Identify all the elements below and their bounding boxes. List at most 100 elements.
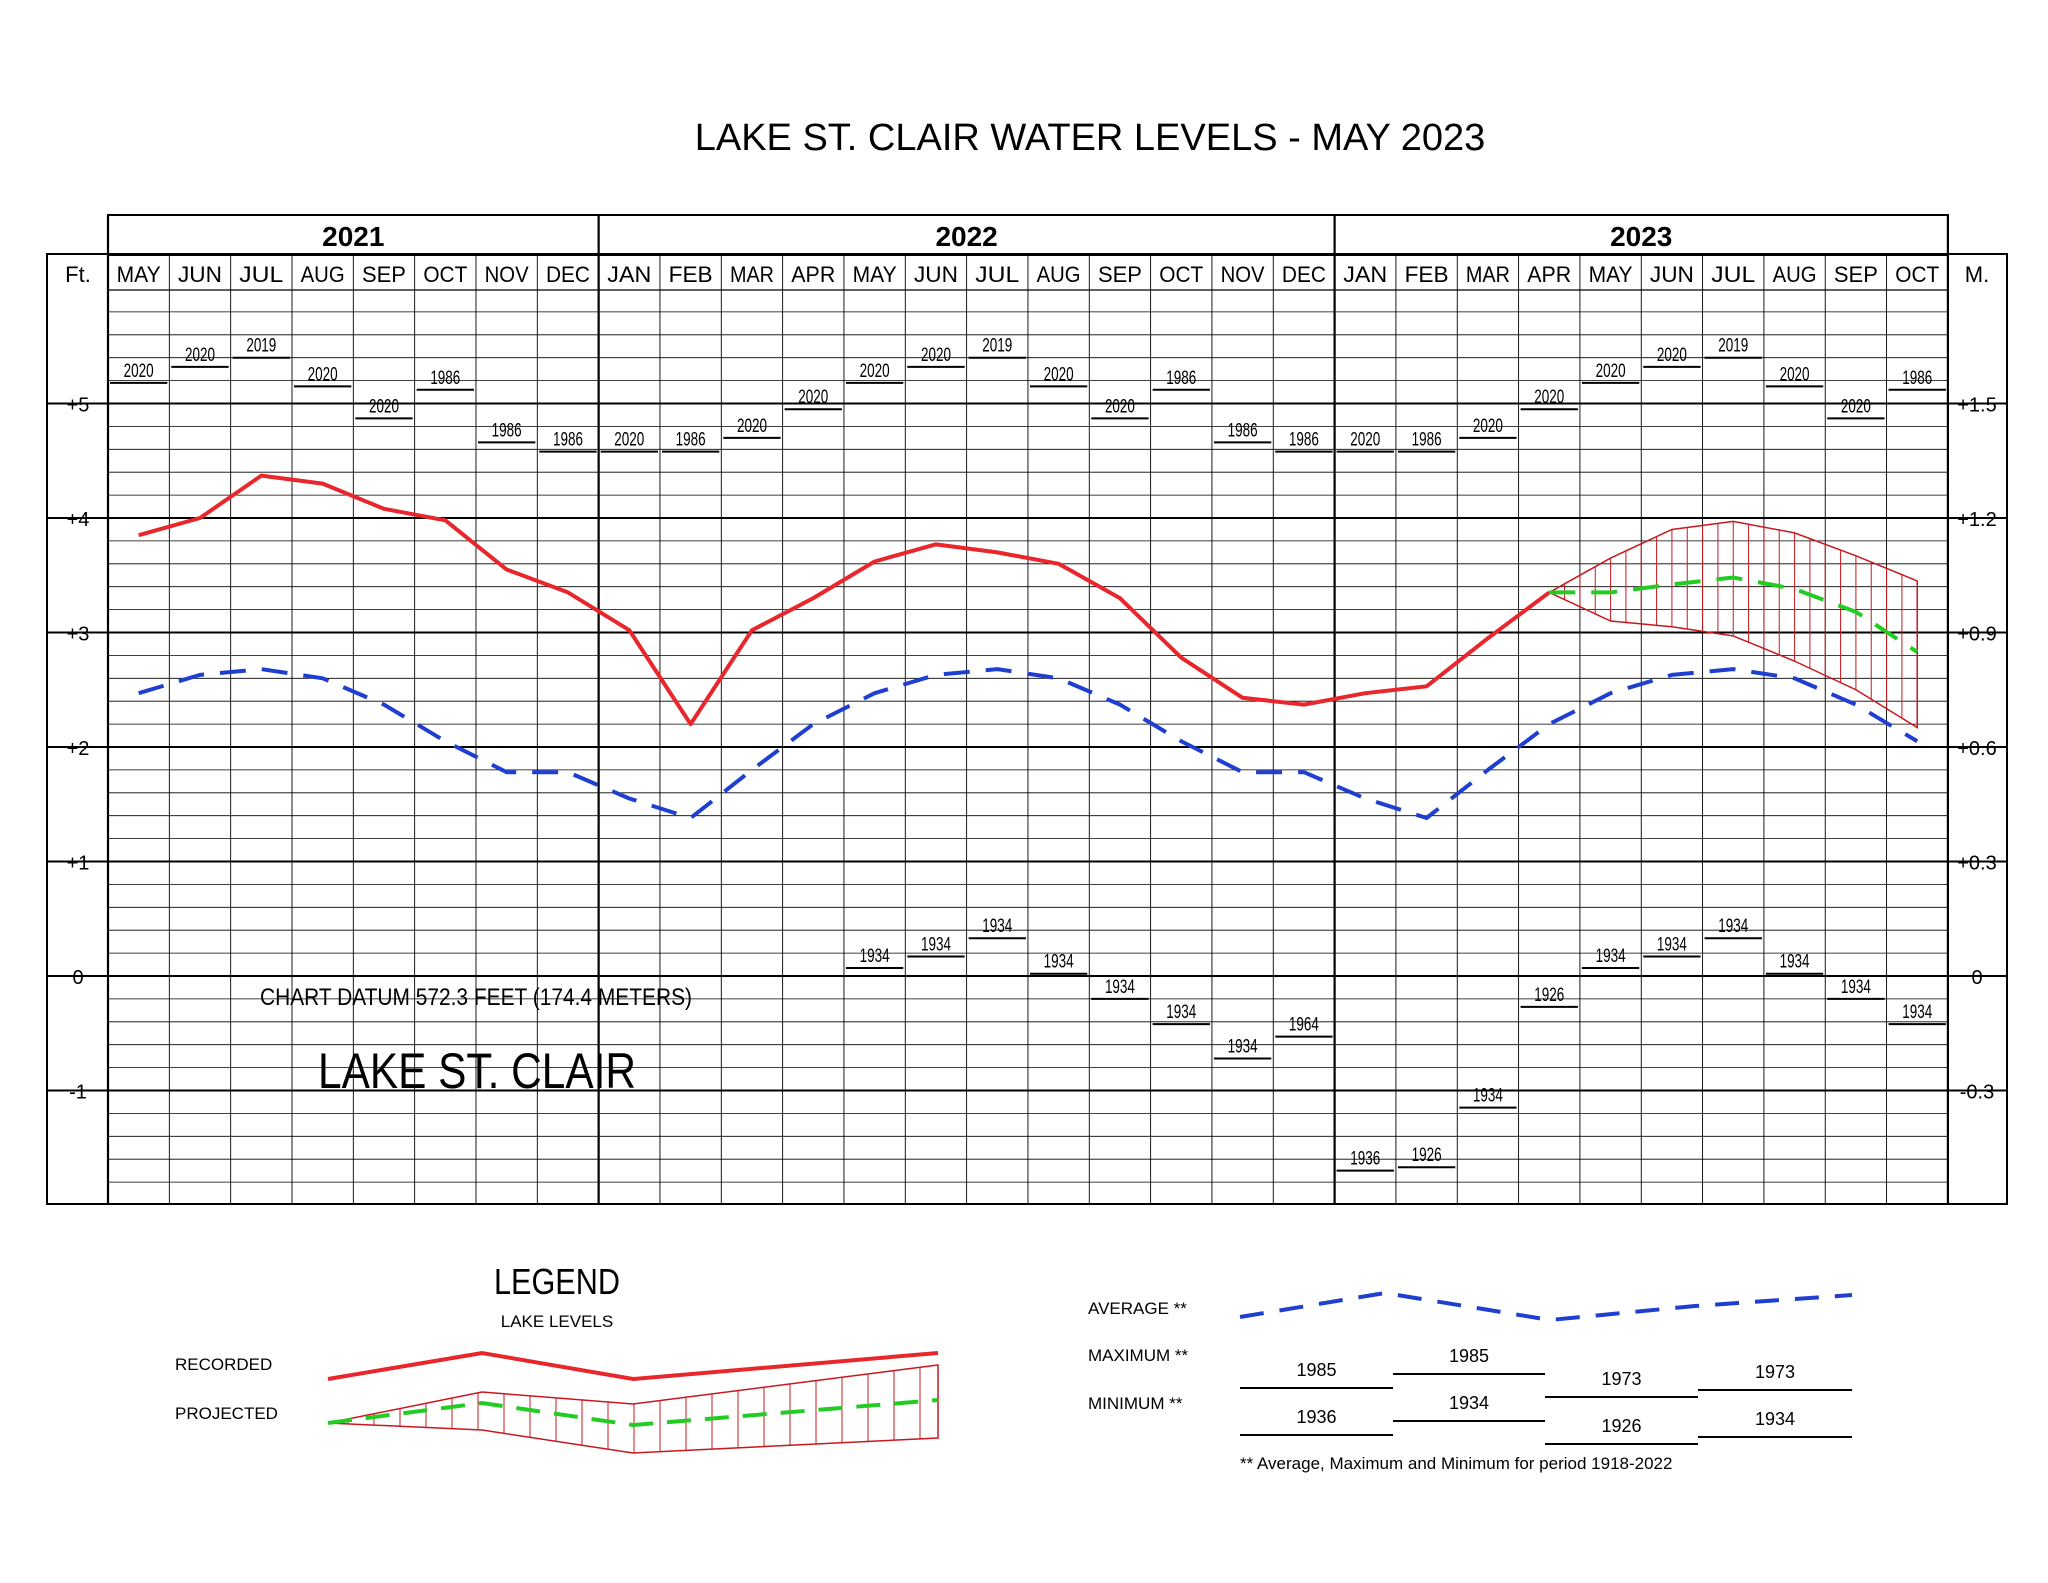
legend-min-year: 1936 — [1296, 1407, 1336, 1427]
right-axis-tick-label: -0.3 — [1960, 1082, 1994, 1104]
chart-title: LAKE ST. CLAIR WATER LEVELS - MAY 2023 — [695, 117, 1486, 159]
legend-maximum-label: MAXIMUM ** — [1088, 1346, 1189, 1365]
legend-average-label: AVERAGE ** — [1088, 1299, 1187, 1318]
left-axis-tick-label: -1 — [69, 1082, 87, 1104]
legend-max-year: 1973 — [1601, 1369, 1641, 1389]
minimum-year-label: 1934 — [921, 935, 951, 956]
legend-projected-line — [327, 1398, 939, 1428]
minimum-year-label: 1936 — [1350, 1149, 1380, 1170]
lake-name-label: LAKE ST. CLAIR — [318, 1043, 636, 1099]
maximum-year-label: 2020 — [614, 430, 644, 451]
series-lines — [138, 473, 1919, 820]
month-header: MAR — [1466, 262, 1510, 287]
left-axis-tick-label: +4 — [67, 509, 90, 531]
maximum-year-label: 2020 — [1657, 345, 1687, 366]
minimum-year-label: 1926 — [1534, 985, 1564, 1006]
maximum-year-label: 2020 — [921, 345, 951, 366]
month-header: SEP — [362, 262, 406, 287]
month-header: JAN — [607, 262, 651, 287]
legend-subtitle: LAKE LEVELS — [501, 1312, 613, 1331]
legend: LEGEND LAKE LEVELS RECORDED PROJECTED AV… — [175, 1261, 1853, 1473]
month-header: AUG — [1773, 262, 1817, 287]
left-axis-unit: Ft. — [65, 262, 91, 287]
chart-datum-note: CHART DATUM 572.3 FEET (174.4 METERS) — [260, 984, 692, 1011]
right-axis-tick-label: +0.6 — [1957, 738, 1996, 760]
minimum-year-label: 1934 — [1228, 1036, 1258, 1057]
minimum-year-label: 1964 — [1289, 1015, 1319, 1036]
left-axis-tick-label: +5 — [67, 395, 90, 417]
month-header: NOV — [1221, 262, 1265, 287]
series-projected-line — [1549, 575, 1919, 654]
minimum-year-label: 1934 — [1166, 1002, 1196, 1023]
legend-min-year: 1926 — [1601, 1416, 1641, 1436]
left-axis-tick-label: 0 — [72, 967, 83, 989]
maximum-year-label: 2020 — [308, 364, 338, 385]
month-header: APR — [791, 262, 835, 287]
legend-max-year: 1985 — [1449, 1346, 1489, 1366]
month-header: MAY — [1589, 262, 1633, 287]
month-headers: 2021 2022 2023 MAY JUN JUL AUG SEP OCT NOV DEC JAN F… — [117, 221, 1940, 287]
maximum-year-label: 2020 — [860, 361, 890, 382]
month-header: MAR — [730, 262, 774, 287]
maximum-year-label: 2019 — [982, 336, 1012, 357]
maximum-year-label: 1986 — [1228, 420, 1258, 441]
left-axis-tick-label: +2 — [67, 738, 90, 760]
month-header: JUL — [239, 262, 283, 287]
legend-max-year: 1973 — [1755, 1362, 1795, 1382]
maximum-year-label: 2020 — [124, 361, 154, 382]
grid-lines — [47, 215, 2007, 1204]
legend-projected-label: PROJECTED — [175, 1404, 278, 1423]
legend-title: LEGEND — [494, 1261, 620, 1302]
maximum-year-label: 2020 — [1780, 364, 1810, 385]
legend-max-year: 1985 — [1296, 1360, 1336, 1380]
maximum-year-label: 2020 — [1044, 364, 1074, 385]
plot-area-frame — [46, 253, 2008, 1205]
minimum-year-label: 1934 — [1596, 946, 1626, 967]
legend-minimum-label: MINIMUM ** — [1088, 1394, 1183, 1413]
maximum-year-label: 1986 — [1412, 430, 1442, 451]
legend-recorded-label: RECORDED — [175, 1355, 272, 1374]
maximum-year-label: 2020 — [1534, 387, 1564, 408]
maximum-year-label: 1986 — [1289, 430, 1319, 451]
series-average-line — [138, 667, 1919, 820]
minimum-year-label: 1934 — [1473, 1086, 1503, 1107]
month-header: OCT — [1159, 262, 1203, 287]
minimum-year-label: 1934 — [1780, 952, 1810, 973]
minimum-year-label: 1934 — [1105, 977, 1135, 998]
month-header: OCT — [1895, 262, 1939, 287]
maximum-year-label: 2020 — [1105, 396, 1135, 417]
right-axis-tick-label: +1.2 — [1957, 509, 1996, 531]
year-header: 2022 — [935, 221, 997, 252]
month-header: AUG — [301, 262, 345, 287]
maximum-year-label: 1986 — [553, 430, 583, 451]
maximum-year-label: 1986 — [1902, 368, 1932, 389]
legend-recorded-line — [327, 1350, 939, 1382]
minimum-year-label: 1934 — [860, 946, 890, 967]
max-min-markers: 2020 2020 2019 2020 2020 1986 1986 1986 2020 1986… — [110, 336, 1946, 1172]
minimum-year-label: 1934 — [1718, 916, 1748, 937]
month-header: SEP — [1834, 262, 1878, 287]
month-header: MAY — [117, 262, 161, 287]
month-header: JUN — [1650, 262, 1694, 287]
minimum-year-label: 1934 — [1841, 977, 1871, 998]
minimum-year-label: 1926 — [1412, 1145, 1442, 1166]
maximum-year-label: 2019 — [1718, 336, 1748, 357]
year-header: 2021 — [322, 221, 384, 252]
month-header: AUG — [1037, 262, 1081, 287]
maximum-year-label: 1986 — [1166, 368, 1196, 389]
legend-min-year: 1934 — [1449, 1393, 1489, 1413]
maximum-year-label: 2020 — [1473, 416, 1503, 437]
minimum-year-label: 1934 — [1044, 952, 1074, 973]
legend-average-line — [1239, 1290, 1853, 1323]
right-axis-tick-label: 0 — [1971, 967, 1982, 989]
maximum-year-label: 2020 — [737, 416, 767, 437]
right-axis-tick-label: +0.3 — [1957, 853, 1996, 875]
month-header: JAN — [1343, 262, 1387, 287]
month-header: SEP — [1098, 262, 1142, 287]
legend-projected-band — [327, 1364, 939, 1454]
right-axis-unit: M. — [1965, 262, 1989, 287]
maximum-year-label: 1986 — [430, 368, 460, 389]
left-axis-tick-label: +3 — [67, 624, 90, 646]
legend-footnote: ** Average, Maximum and Minimum for peri… — [1240, 1454, 1672, 1473]
